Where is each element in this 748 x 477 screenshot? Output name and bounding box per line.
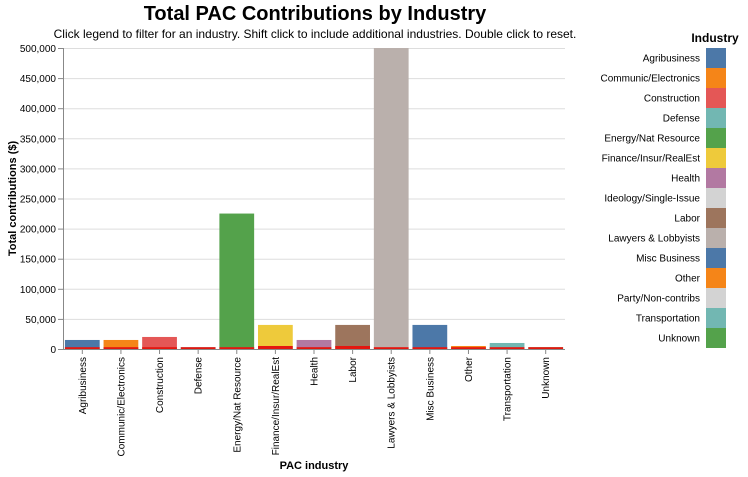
y-tick-label: 400,000 xyxy=(20,104,57,115)
y-tick-label: 200,000 xyxy=(20,225,57,236)
legend-item-label[interactable]: Communic/Electronics xyxy=(601,74,700,85)
legend-item-label[interactable]: Ideology/Single-Issue xyxy=(604,194,700,205)
x-tick-label: Energy/Nat Resource xyxy=(232,357,243,453)
x-tick-label: Finance/Insur/RealEst xyxy=(271,357,282,456)
legend-swatch[interactable] xyxy=(706,228,726,248)
legend-item-label[interactable]: Misc Business xyxy=(636,254,700,265)
overlay-bar xyxy=(489,347,525,349)
x-tick-label: Construction xyxy=(155,357,166,413)
legend[interactable]: Industry Agribusiness Communic/Electronic… xyxy=(601,31,739,348)
legend-item-label[interactable]: Finance/Insur/RealEst xyxy=(602,154,701,165)
overlay-bar xyxy=(142,347,177,349)
overlay-bar xyxy=(296,347,332,349)
overlay-bar xyxy=(335,345,370,349)
x-tick-label: Health xyxy=(310,357,321,386)
legend-item-label[interactable]: Party/Non-contribs xyxy=(617,294,700,305)
x-axis-title: PAC industry xyxy=(280,460,350,472)
legend-swatch[interactable] xyxy=(706,188,726,208)
x-tick-label: Defense xyxy=(194,357,205,395)
legend-item-label[interactable]: Other xyxy=(675,274,701,285)
legend-swatch[interactable] xyxy=(706,48,726,68)
legend-swatch[interactable] xyxy=(706,68,726,88)
legend-item-label[interactable]: Transportation xyxy=(636,314,700,325)
y-tick-label: 150,000 xyxy=(20,255,57,266)
bar[interactable] xyxy=(219,213,255,349)
bars xyxy=(64,48,564,349)
overlay-bar xyxy=(451,347,486,349)
axes: 0 50,000 100,000 150,000 200,000 250,000 300,0… xyxy=(20,44,565,456)
legend-item-label[interactable]: Unknown xyxy=(658,334,700,345)
overlay-bar xyxy=(64,347,100,349)
gridlines xyxy=(63,48,565,350)
y-tick-label: 450,000 xyxy=(20,74,57,85)
y-tick-label: 250,000 xyxy=(20,195,57,206)
legend-title: Industry xyxy=(691,31,739,45)
legend-item-label[interactable]: Agribusiness xyxy=(643,54,700,65)
x-tick-label: Unknown xyxy=(541,357,552,399)
legend-item-label[interactable]: Lawyers & Lobbyists xyxy=(608,234,700,245)
bar[interactable] xyxy=(489,342,525,349)
legend-swatch[interactable] xyxy=(706,208,726,228)
x-tick-label: Labor xyxy=(348,356,359,382)
bar[interactable] xyxy=(335,324,370,349)
x-tick-label: Misc Business xyxy=(425,357,436,421)
legend-swatch[interactable] xyxy=(706,328,726,348)
legend-swatch[interactable] xyxy=(706,248,726,268)
y-tick-label: 50,000 xyxy=(25,315,56,326)
y-axis-title: Total contributions ($) xyxy=(7,141,19,257)
legend-item-label[interactable]: Energy/Nat Resource xyxy=(604,134,700,145)
y-tick-label: 300,000 xyxy=(20,164,57,175)
legend-item-label[interactable]: Construction xyxy=(644,94,700,105)
bar[interactable] xyxy=(103,339,139,349)
legend-swatch[interactable] xyxy=(706,108,726,128)
overlay-bar xyxy=(373,347,409,349)
bar[interactable] xyxy=(373,48,409,349)
x-tick-label: Other xyxy=(464,356,475,382)
overlay-bar xyxy=(412,347,448,349)
overlay-bar xyxy=(528,347,564,349)
x-tick-label: Lawyers & Lobbyists xyxy=(387,357,398,449)
legend-item-label[interactable]: Health xyxy=(671,174,700,185)
bar[interactable] xyxy=(64,339,100,349)
y-tick-label: 0 xyxy=(50,345,56,356)
x-tick-label: Agribusiness xyxy=(78,357,89,414)
bar[interactable] xyxy=(258,324,293,349)
bar[interactable] xyxy=(142,336,177,349)
legend-item-label[interactable]: Labor xyxy=(674,214,700,225)
chart-subtitle: Click legend to filter for an industry. … xyxy=(53,27,577,41)
overlay-bar xyxy=(258,345,293,349)
overlay-bar xyxy=(103,347,139,349)
legend-swatch[interactable] xyxy=(706,288,726,308)
chart-title: Total PAC Contributions by Industry xyxy=(143,3,487,25)
legend-swatch[interactable] xyxy=(706,308,726,328)
x-tick-label: Transportation xyxy=(503,357,514,421)
x-tick-label: Communic/Electronics xyxy=(116,357,127,456)
legend-swatch[interactable] xyxy=(706,168,726,188)
legend-swatch[interactable] xyxy=(706,88,726,108)
bar[interactable] xyxy=(412,324,448,349)
overlay-bar xyxy=(180,347,216,349)
y-tick-label: 100,000 xyxy=(20,285,57,296)
legend-item-label[interactable]: Defense xyxy=(663,114,701,125)
legend-swatch[interactable] xyxy=(706,148,726,168)
y-tick-label: 500,000 xyxy=(20,44,57,55)
legend-swatch[interactable] xyxy=(706,128,726,148)
overlay-bar xyxy=(219,347,255,349)
legend-swatch[interactable] xyxy=(706,268,726,288)
bar[interactable] xyxy=(296,339,332,349)
y-tick-label: 350,000 xyxy=(20,134,57,145)
